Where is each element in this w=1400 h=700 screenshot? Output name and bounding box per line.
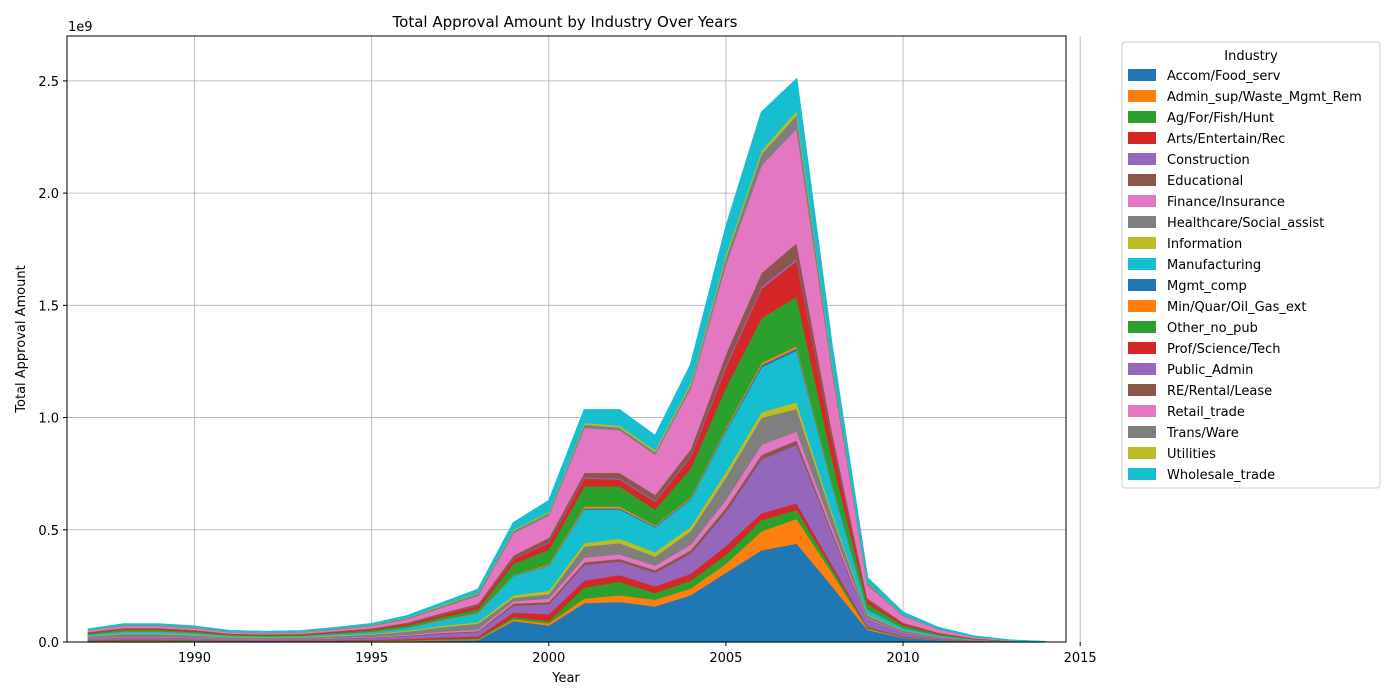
- x-tick-label: 2005: [709, 651, 742, 666]
- legend-swatch: [1128, 153, 1156, 165]
- legend-swatch: [1128, 216, 1156, 228]
- y-tick-label: 2.5: [38, 75, 59, 90]
- legend-swatch: [1128, 363, 1156, 375]
- legend-title: Industry: [1224, 49, 1278, 64]
- x-tick-label: 1995: [355, 651, 388, 666]
- legend-swatch: [1128, 426, 1156, 438]
- legend-frame: [1121, 41, 1381, 489]
- legend-label: Educational: [1167, 174, 1243, 189]
- x-tick-label: 2010: [886, 651, 919, 666]
- legend-label: Manufacturing: [1167, 258, 1261, 273]
- legend-swatch: [1128, 195, 1156, 207]
- x-tick-label: 2015: [1064, 651, 1097, 666]
- legend-label: Retail_trade: [1167, 405, 1245, 420]
- legend-swatch: [1128, 384, 1156, 396]
- y-tick-label: 1.0: [38, 412, 59, 427]
- legend-label: Min/Quar/Oil_Gas_ext: [1167, 300, 1306, 315]
- legend: Industry Accom/Food_serv Admin_sup/Waste_…: [1121, 41, 1381, 489]
- legend-swatch: [1128, 174, 1156, 186]
- y-axis-offset-label: 1e9: [68, 20, 93, 35]
- legend-swatch: [1128, 132, 1156, 144]
- legend-swatch: [1128, 69, 1156, 81]
- legend-swatch: [1128, 90, 1156, 102]
- x-axis-label: Year: [551, 671, 580, 686]
- legend-swatch: [1128, 258, 1156, 270]
- legend-swatch: [1128, 447, 1156, 459]
- chart-title: Total Approval Amount by Industry Over Y…: [392, 13, 738, 31]
- legend-label: Public_Admin: [1167, 363, 1253, 378]
- legend-label: Other_no_pub: [1167, 321, 1258, 336]
- legend-label: Finance/Insurance: [1167, 195, 1285, 210]
- stacked-area-series: [87, 78, 1046, 643]
- legend-label: Mgmt_comp: [1167, 279, 1247, 294]
- x-axis-ticks: 1990 1995 2000 2005 2010 2015: [178, 642, 1097, 666]
- y-tick-label: 0.0: [38, 636, 59, 651]
- y-axis-ticks: 0.0 0.5 1.0 1.5 2.0 2.5: [38, 75, 67, 651]
- y-tick-label: 2.0: [38, 187, 59, 202]
- legend-label: RE/Rental/Lease: [1167, 384, 1272, 399]
- legend-items: Accom/Food_serv Admin_sup/Waste_Mgmt_Rem A…: [1128, 69, 1362, 483]
- plot-frame: [66, 35, 1067, 643]
- legend-label: Admin_sup/Waste_Mgmt_Rem: [1167, 90, 1362, 105]
- legend-label: Prof/Science/Tech: [1167, 342, 1280, 357]
- legend-label: Accom/Food_serv: [1167, 69, 1281, 84]
- legend-swatch: [1128, 279, 1156, 291]
- x-tick-label: 2000: [532, 651, 565, 666]
- legend-label: Ag/For/Fish/Hunt: [1167, 111, 1274, 126]
- legend-label: Trans/Ware: [1166, 426, 1239, 441]
- x-tick-label: 1990: [178, 651, 211, 666]
- y-axis-label: Total Approval Amount: [14, 265, 29, 413]
- legend-label: Construction: [1167, 153, 1250, 168]
- legend-swatch: [1128, 111, 1156, 123]
- y-tick-label: 0.5: [38, 524, 59, 539]
- legend-swatch: [1128, 468, 1156, 480]
- y-tick-label: 1.5: [38, 299, 59, 314]
- legend-swatch: [1128, 342, 1156, 354]
- legend-swatch: [1128, 405, 1156, 417]
- legend-swatch: [1128, 300, 1156, 312]
- legend-label: Healthcare/Social_assist: [1167, 216, 1324, 231]
- legend-swatch: [1128, 321, 1156, 333]
- legend-swatch: [1128, 237, 1156, 249]
- legend-label: Utilities: [1167, 447, 1216, 462]
- legend-label: Wholesale_trade: [1167, 468, 1275, 483]
- legend-label: Arts/Entertain/Rec: [1167, 132, 1285, 147]
- legend-label: Information: [1167, 237, 1242, 252]
